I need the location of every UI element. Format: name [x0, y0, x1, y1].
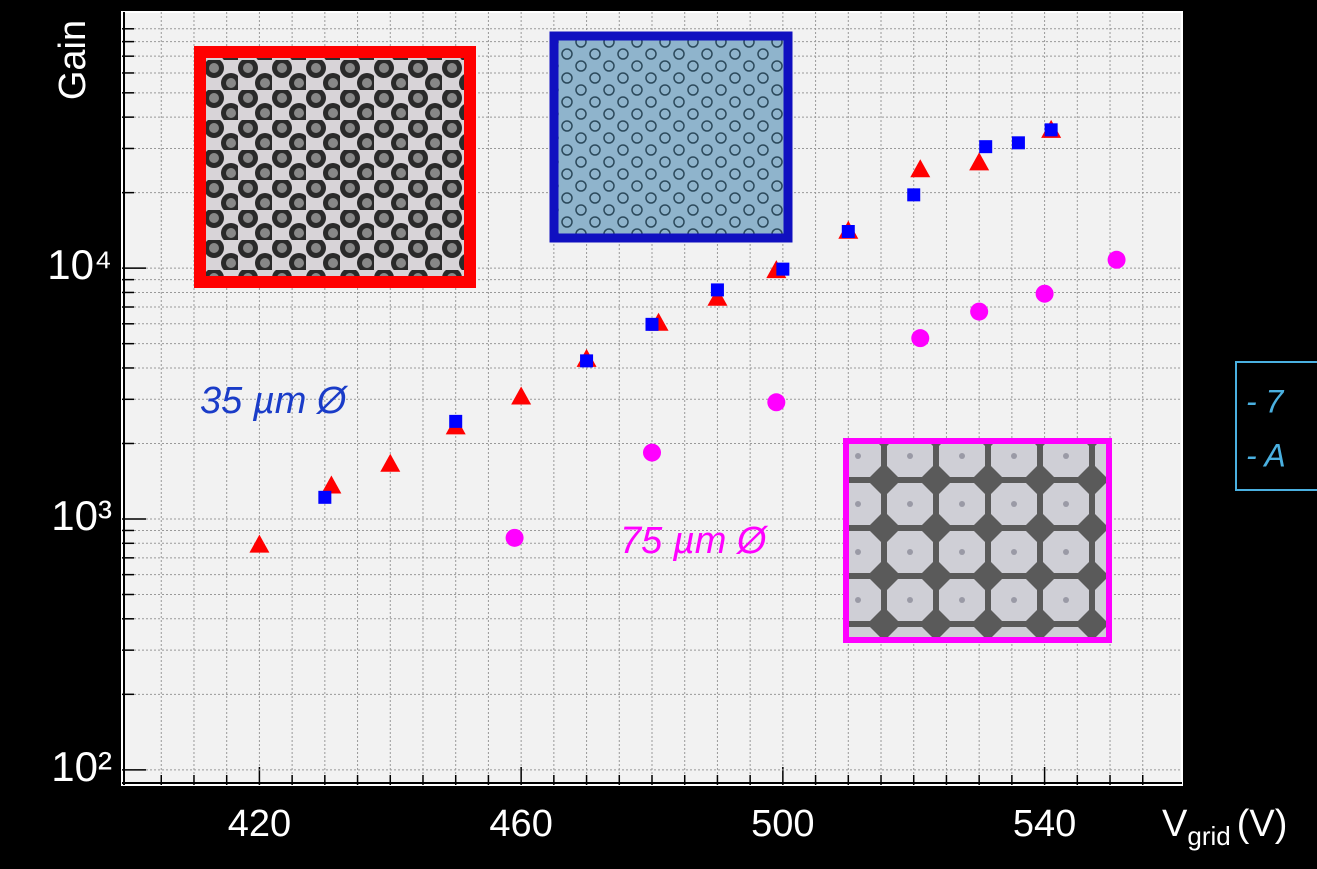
data-point: [711, 283, 724, 296]
x-tick-label: 420: [228, 803, 291, 845]
y-axis-label: Gain: [52, 20, 94, 100]
annotation: 75 µm Ø: [620, 520, 769, 562]
data-point: [449, 415, 462, 428]
data-point: [776, 263, 789, 276]
data-point: [1045, 123, 1058, 136]
data-point: [842, 225, 855, 238]
data-point: [580, 354, 593, 367]
x-axis-label-main: V: [1162, 803, 1188, 845]
note-text: - 7: [1246, 383, 1285, 419]
data-point: [646, 318, 659, 331]
data-point: [979, 140, 992, 153]
y-tick-label: 10²: [51, 743, 112, 790]
data-point: [1036, 285, 1054, 303]
data-point: [970, 303, 988, 321]
y-tick-label: 10⁴: [47, 241, 112, 288]
x-axis-label-unit: (V): [1237, 803, 1288, 845]
x-tick-label: 500: [751, 803, 814, 845]
data-point: [911, 329, 929, 347]
data-point: [506, 529, 524, 547]
data-point: [1108, 251, 1126, 269]
inset-photo: [200, 52, 470, 282]
data-point: [643, 444, 661, 462]
data-point: [767, 393, 785, 411]
chart: Gain Vgrid(V) 35 µm Ø 75 µm Ø - 7 - A 42…: [0, 0, 1317, 869]
x-axis-label-sub: grid: [1187, 821, 1230, 851]
x-tick-label: 540: [1013, 803, 1076, 845]
x-axis-label: Vgrid(V): [1162, 803, 1287, 851]
annotation: 35 µm Ø: [200, 380, 349, 422]
inset-photo: [554, 36, 788, 238]
x-tick-label: 460: [489, 803, 552, 845]
note-text: - A: [1246, 437, 1286, 473]
inset-photo: [846, 441, 1109, 640]
data-point: [1012, 136, 1025, 149]
page: Gain Vgrid(V) 35 µm Ø 75 µm Ø - 7 - A 42…: [0, 0, 1317, 869]
data-point: [318, 491, 331, 504]
data-point: [907, 188, 920, 201]
y-tick-label: 10³: [51, 492, 112, 539]
